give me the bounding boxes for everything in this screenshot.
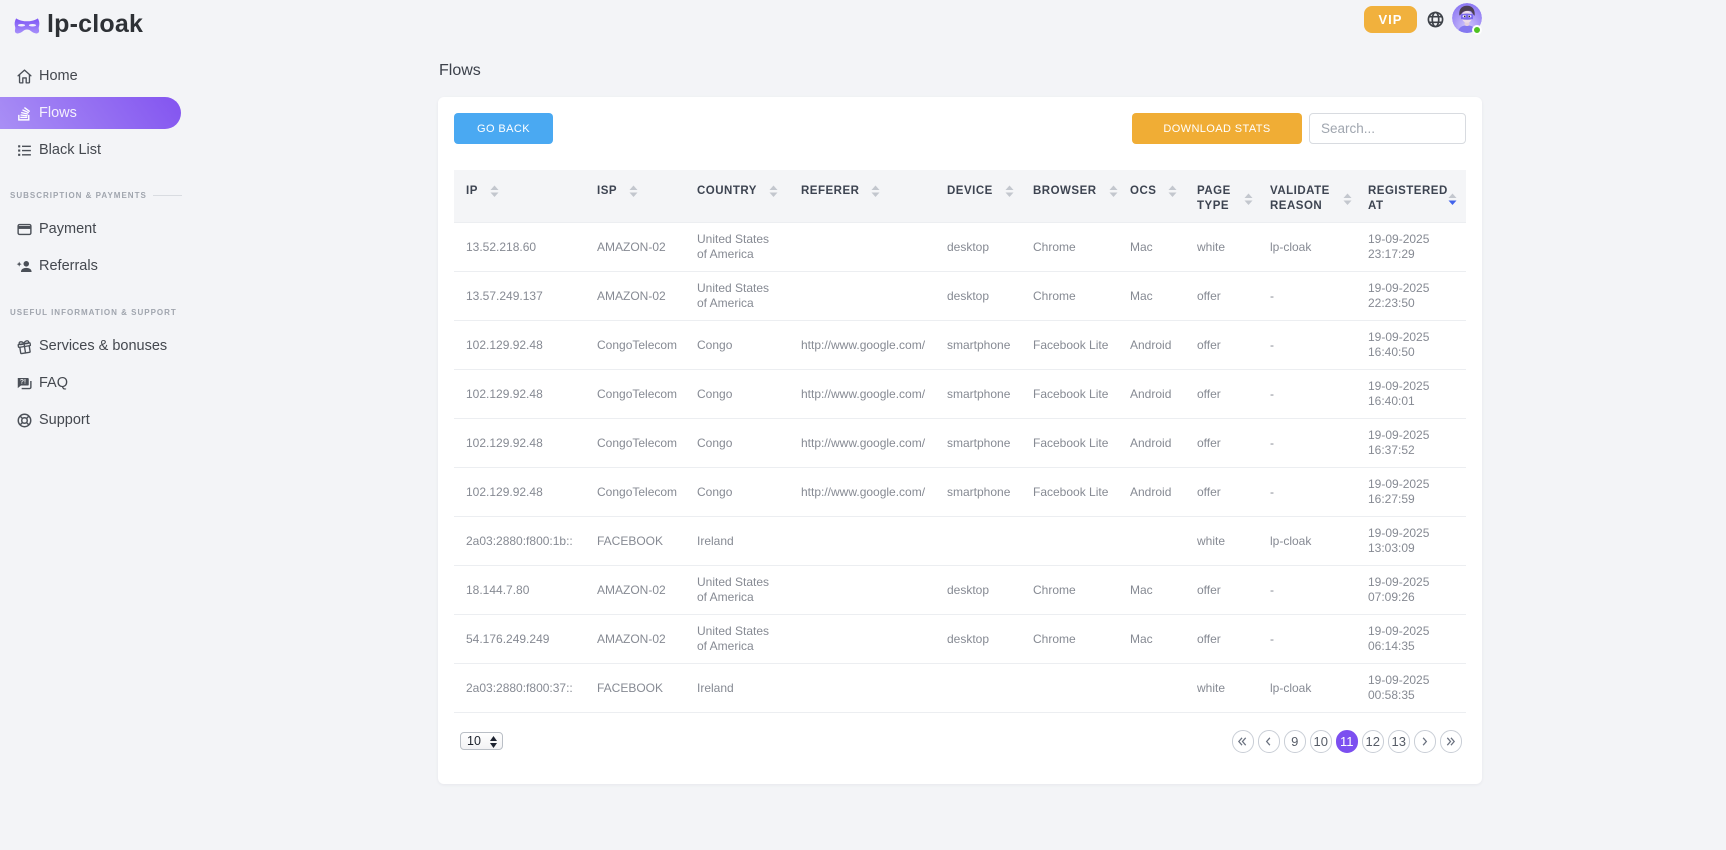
- svg-text:?!: ?!: [20, 378, 26, 385]
